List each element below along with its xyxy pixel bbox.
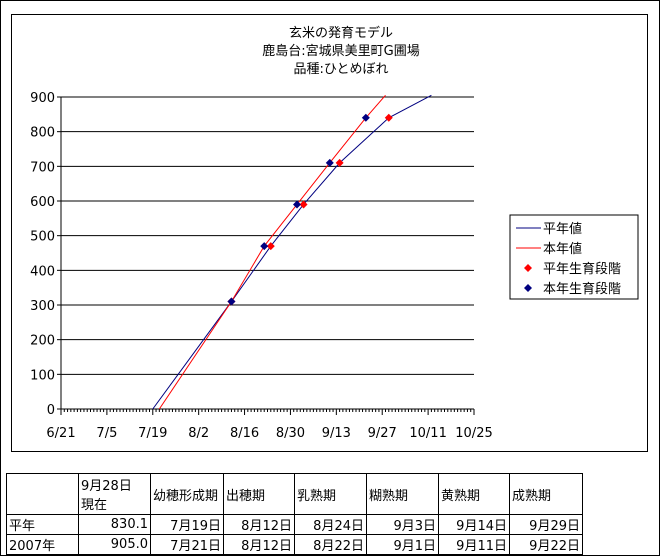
table-cell: 8月22日 xyxy=(294,534,367,555)
y-tick-label: 100 xyxy=(30,368,55,383)
table-cell xyxy=(6,473,79,515)
x-tick-label: 10/25 xyxy=(455,426,492,441)
data-point-本年生育段階 xyxy=(227,297,236,306)
table-cell: 糊熟期 xyxy=(366,473,439,515)
data-point-平年生育段階 xyxy=(384,113,393,122)
y-tick-label: 700 xyxy=(30,160,55,175)
legend-entry: 平年値 xyxy=(543,221,582,237)
x-tick-label: 8/16 xyxy=(230,426,259,441)
x-tick-label: 9/27 xyxy=(368,426,397,441)
table-cell: 平年 xyxy=(6,514,79,535)
table-cell: 8月12日 xyxy=(223,514,295,535)
chart-area xyxy=(11,14,648,452)
y-tick-label: 500 xyxy=(30,230,55,245)
y-tick-label: 900 xyxy=(30,91,55,106)
table-cell: 830.1 xyxy=(78,514,151,535)
table-cell: 8月24日 xyxy=(294,514,367,535)
x-tick-label: 8/2 xyxy=(188,426,209,441)
data-point-本年生育段階 xyxy=(361,113,370,122)
series-line-平年値 xyxy=(152,94,432,410)
chart-title-line: 品種:ひとめぼれ xyxy=(294,61,389,77)
x-tick-label: 7/19 xyxy=(138,426,167,441)
table-cell: 9月14日 xyxy=(438,514,510,535)
table-cell: 2007年 xyxy=(6,534,79,555)
chart-title-line: 玄米の発育モデル xyxy=(289,25,393,41)
chart-title-line: 鹿島台:宮城県美里町G圃場 xyxy=(262,43,419,59)
series-line-本年値 xyxy=(158,94,386,410)
table-cell: 905.0 xyxy=(78,534,151,555)
x-tick-label: 6/21 xyxy=(46,426,75,441)
data-point-本年生育段階 xyxy=(293,200,301,209)
data-point-本年生育段階 xyxy=(325,158,334,167)
legend xyxy=(509,214,639,300)
table-cell: 7月21日 xyxy=(150,534,224,555)
table-cell: 9月1日 xyxy=(366,534,439,555)
table-row: 平年 830.1 7月19日 8月12日 8月24日 9月3日 9月14日 9月29日 xyxy=(6,514,583,535)
table-cell: 7月19日 xyxy=(150,514,224,535)
legend-diamond-icon xyxy=(524,264,532,272)
y-tick-label: 800 xyxy=(30,126,55,141)
data-point-平年生育段階 xyxy=(299,200,308,209)
x-tick-label: 9/13 xyxy=(322,426,351,441)
table-cell: 幼穂形成期 xyxy=(150,473,224,515)
table-row: 2007年 905.0 7月21日 8月12日 8月22日 9月1日 9月11日 9月22日 xyxy=(6,534,583,555)
x-tick-label: 7/5 xyxy=(96,426,117,441)
x-tick-label: 10/11 xyxy=(409,426,446,441)
y-tick-label: 300 xyxy=(30,299,55,314)
table-cell: 9月29日 xyxy=(509,514,583,535)
x-tick-label: 8/30 xyxy=(276,426,305,441)
table-header-row: 9月28日 現在 幼穂形成期 出穂期 乳熟期 糊熟期 黄熟期 成熟期 xyxy=(6,473,583,515)
legend-entry: 本年値 xyxy=(543,241,582,257)
y-tick-label: 200 xyxy=(30,334,55,349)
table-cell: 9月11日 xyxy=(438,534,510,555)
legend-entry: 平年生育段階 xyxy=(543,261,621,277)
legend-entry: 本年生育段階 xyxy=(543,281,621,297)
y-tick-label: 600 xyxy=(30,195,55,210)
stage-table: 9月28日 現在 幼穂形成期 出穂期 乳熟期 糊熟期 黄熟期 成熟期 平年 830.1 7月19日 8… xyxy=(6,473,583,555)
table-cell: 乳熟期 xyxy=(294,473,367,515)
table-cell: 9月22日 xyxy=(509,534,583,555)
table-cell: 9月3日 xyxy=(366,514,439,535)
legend-diamond-icon xyxy=(524,284,532,292)
y-tick-label: 400 xyxy=(30,264,55,279)
data-point-平年生育段階 xyxy=(266,242,275,251)
table-cell: 8月12日 xyxy=(223,534,295,555)
data-point-本年生育段階 xyxy=(260,242,269,251)
table-cell: 出穂期 xyxy=(223,473,295,515)
table-cell: 黄熟期 xyxy=(438,473,510,515)
data-point-平年生育段階 xyxy=(335,158,344,167)
y-tick-label: 0 xyxy=(47,403,55,418)
table-cell: 9月28日 現在 xyxy=(78,473,151,515)
table-cell: 成熟期 xyxy=(509,473,583,515)
